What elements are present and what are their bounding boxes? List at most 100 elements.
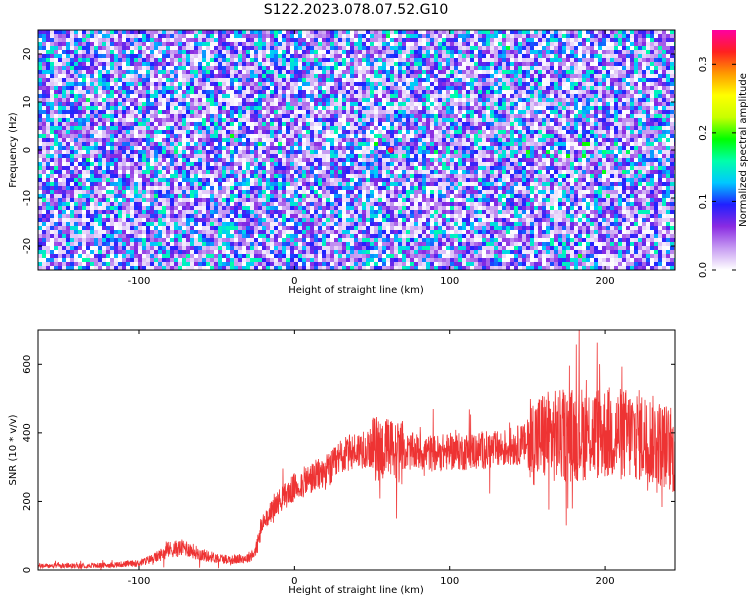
heatmap-cell bbox=[490, 138, 494, 142]
heatmap-cell bbox=[454, 134, 458, 138]
heatmap-cell bbox=[198, 138, 202, 142]
heatmap-cell bbox=[194, 58, 198, 62]
heatmap-cell bbox=[62, 66, 66, 70]
heatmap-cell bbox=[326, 90, 330, 94]
heatmap-cell bbox=[354, 94, 358, 98]
heatmap-cell bbox=[222, 122, 226, 126]
heatmap-cell bbox=[594, 102, 598, 106]
heatmap-cell bbox=[322, 58, 326, 62]
heatmap-cell bbox=[570, 38, 574, 42]
heatmap-cell bbox=[490, 86, 494, 90]
heatmap-cell bbox=[306, 106, 310, 110]
heatmap-cell bbox=[610, 54, 614, 58]
heatmap-cell bbox=[478, 62, 482, 66]
heatmap-cell bbox=[546, 134, 550, 138]
heatmap-cell bbox=[110, 110, 114, 114]
heatmap-cell bbox=[554, 54, 558, 58]
heatmap-cell bbox=[166, 30, 170, 34]
heatmap-cell bbox=[314, 62, 318, 66]
heatmap-cell bbox=[574, 42, 578, 46]
heatmap-cell bbox=[306, 34, 310, 38]
heatmap-cell bbox=[538, 34, 542, 38]
heatmap-cell bbox=[162, 134, 166, 138]
heatmap-cell bbox=[246, 130, 250, 134]
heatmap-cell bbox=[550, 146, 554, 150]
heatmap-cell bbox=[134, 46, 138, 50]
heatmap-cell bbox=[558, 34, 562, 38]
heatmap-cell bbox=[378, 74, 382, 78]
heatmap-cell bbox=[58, 78, 62, 82]
heatmap-cell bbox=[146, 122, 150, 126]
heatmap-cell bbox=[362, 110, 366, 114]
heatmap-cell bbox=[558, 62, 562, 66]
heatmap-cell bbox=[50, 62, 54, 66]
heatmap-cell bbox=[670, 54, 674, 58]
heatmap-cell bbox=[166, 138, 170, 142]
heatmap-cell bbox=[490, 150, 494, 154]
heatmap-cell bbox=[634, 118, 638, 122]
heatmap-cell bbox=[590, 114, 594, 118]
heatmap-cell bbox=[630, 30, 634, 34]
heatmap-cell bbox=[150, 102, 154, 106]
heatmap-cell bbox=[230, 74, 234, 78]
heatmap-cell bbox=[578, 142, 582, 146]
heatmap-cell bbox=[494, 78, 498, 82]
heatmap-cell bbox=[618, 126, 622, 130]
heatmap-cell bbox=[470, 130, 474, 134]
heatmap-cell bbox=[126, 106, 130, 110]
heatmap-cell bbox=[642, 58, 646, 62]
heatmap-cell bbox=[666, 30, 670, 34]
heatmap-cell bbox=[250, 90, 254, 94]
heatmap-cell bbox=[374, 150, 378, 154]
heatmap-cell bbox=[446, 106, 450, 110]
heatmap-cell bbox=[278, 34, 282, 38]
heatmap-cell bbox=[298, 54, 302, 58]
heatmap-cell bbox=[254, 142, 258, 146]
heatmap-cell bbox=[66, 42, 70, 46]
heatmap-cell bbox=[354, 106, 358, 110]
heatmap-cell bbox=[150, 94, 154, 98]
heatmap-cell bbox=[334, 94, 338, 98]
heatmap-cell bbox=[54, 66, 58, 70]
heatmap-cell bbox=[174, 78, 178, 82]
heatmap-cell bbox=[338, 102, 342, 106]
heatmap-cell bbox=[286, 122, 290, 126]
heatmap-cell bbox=[310, 110, 314, 114]
heatmap-cell bbox=[578, 42, 582, 46]
heatmap-cell bbox=[550, 50, 554, 54]
heatmap-cell bbox=[130, 126, 134, 130]
heatmap-cell bbox=[238, 126, 242, 130]
heatmap-cell bbox=[234, 58, 238, 62]
heatmap-cell bbox=[534, 62, 538, 66]
heatmap-cell bbox=[530, 70, 534, 74]
heatmap-cell bbox=[94, 118, 98, 122]
heatmap-cell bbox=[438, 82, 442, 86]
heatmap-cell bbox=[58, 62, 62, 66]
heatmap-cell bbox=[502, 50, 506, 54]
heatmap-cell bbox=[126, 78, 130, 82]
heatmap-cell bbox=[594, 34, 598, 38]
heatmap-cell bbox=[602, 46, 606, 50]
heatmap-cell bbox=[214, 90, 218, 94]
heatmap-cell bbox=[646, 70, 650, 74]
heatmap-cell bbox=[494, 98, 498, 102]
heatmap-cell bbox=[190, 50, 194, 54]
heatmap-cell bbox=[518, 126, 522, 130]
heatmap-cell bbox=[234, 74, 238, 78]
heatmap-cell bbox=[586, 62, 590, 66]
heatmap-cell bbox=[634, 90, 638, 94]
heatmap-cell bbox=[262, 82, 266, 86]
heatmap-cell bbox=[226, 30, 230, 34]
heatmap-cell bbox=[370, 46, 374, 50]
heatmap-cell bbox=[278, 118, 282, 122]
heatmap-cell bbox=[378, 102, 382, 106]
heatmap-cell bbox=[630, 150, 634, 154]
heatmap-cell bbox=[526, 78, 530, 82]
heatmap-cell bbox=[562, 118, 566, 122]
heatmap-cell bbox=[434, 58, 438, 62]
figure-title: S122.2023.078.07.52.G10 bbox=[264, 2, 449, 18]
heatmap-cell bbox=[86, 126, 90, 130]
heatmap-cell bbox=[202, 46, 206, 50]
heatmap-cell bbox=[230, 118, 234, 122]
heatmap-cell bbox=[526, 50, 530, 54]
